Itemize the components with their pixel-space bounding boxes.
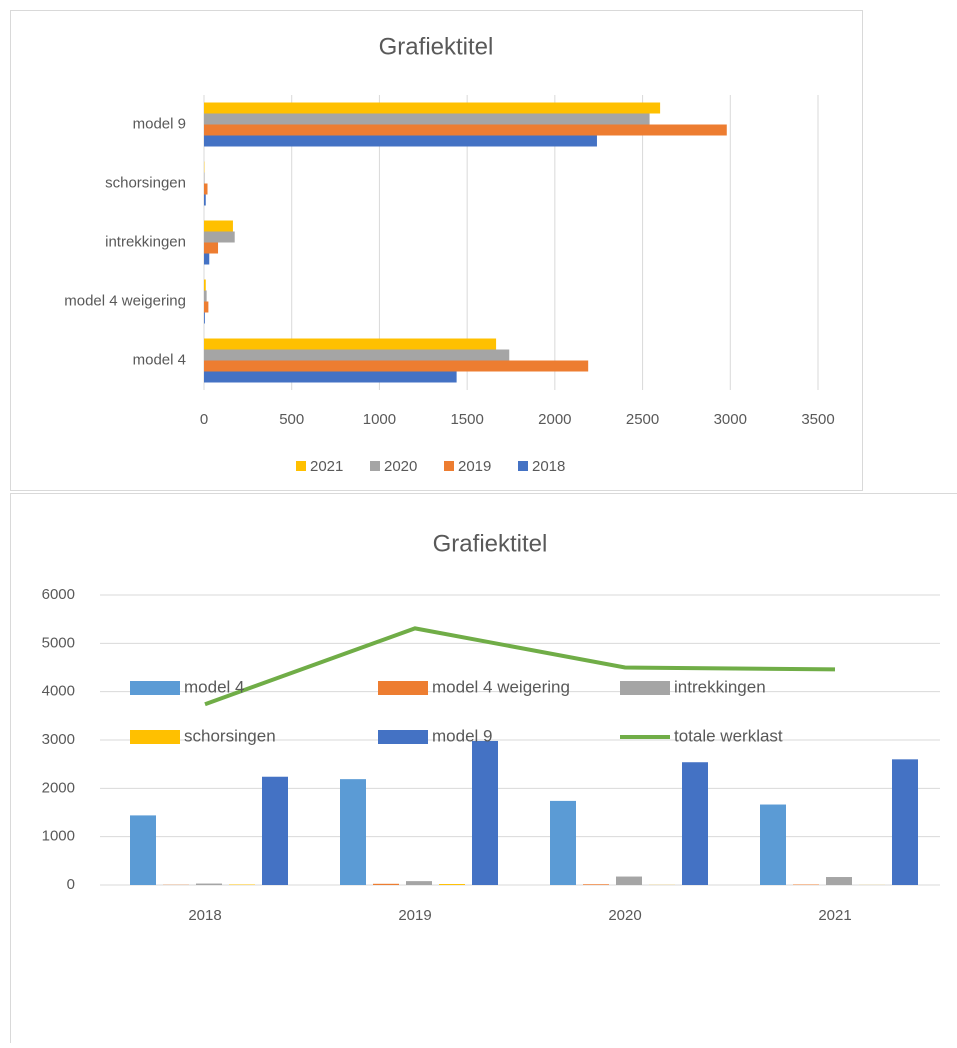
y-tick-label: model 4 <box>133 351 186 368</box>
bar <box>204 173 205 184</box>
bar <box>406 881 432 885</box>
bar <box>472 741 498 885</box>
bar <box>439 884 465 885</box>
x-tick-label: 2019 <box>398 907 431 924</box>
y-tick-label: schorsingen <box>105 174 186 191</box>
bar <box>892 759 918 885</box>
bar <box>204 221 233 232</box>
legend-swatch <box>130 681 180 695</box>
bar <box>616 877 642 885</box>
bar <box>340 779 366 885</box>
x-tick-label: 3500 <box>801 411 834 428</box>
bar <box>204 232 235 243</box>
legend-label: totale werklast <box>674 726 783 745</box>
bar <box>130 815 156 885</box>
bar <box>760 805 786 885</box>
bar <box>204 361 588 372</box>
y-tick-label: model 9 <box>133 115 186 132</box>
legend-swatch <box>378 730 428 744</box>
legend-swatch <box>518 461 528 471</box>
legend-swatch <box>378 681 428 695</box>
y-tick-label: 6000 <box>42 586 75 603</box>
y-tick-label: 5000 <box>42 634 75 651</box>
x-tick-label: 0 <box>200 411 208 428</box>
legend-label: 2020 <box>384 458 417 475</box>
bar <box>204 136 597 147</box>
y-tick-label: 3000 <box>42 731 75 748</box>
legend-swatch <box>620 681 670 695</box>
x-tick-label: 1500 <box>450 411 483 428</box>
bar <box>204 254 209 265</box>
legend-label: schorsingen <box>184 726 276 745</box>
bar <box>196 884 222 885</box>
bar <box>204 339 496 350</box>
legend-swatch <box>444 461 454 471</box>
legend-label: 2021 <box>310 458 343 475</box>
x-tick-label: 2500 <box>626 411 659 428</box>
bar <box>204 243 218 254</box>
legend-label: 2019 <box>458 458 491 475</box>
bar <box>583 884 609 885</box>
legend-label: model 4 weigering <box>432 677 570 696</box>
bar <box>373 884 399 885</box>
legend-label: model 9 <box>432 726 492 745</box>
y-tick-label: 2000 <box>42 779 75 796</box>
bar <box>204 103 660 114</box>
x-tick-label: 2018 <box>188 907 221 924</box>
bar <box>204 184 208 195</box>
legend-label: model 4 <box>184 677 244 696</box>
x-tick-label: 2020 <box>608 907 641 924</box>
legend-label: 2018 <box>532 458 565 475</box>
y-tick-label: model 4 weigering <box>64 292 186 309</box>
bar <box>204 313 205 324</box>
y-tick-label: 0 <box>67 876 75 893</box>
bar <box>204 125 727 136</box>
bar <box>204 302 208 313</box>
x-tick-label: 3000 <box>714 411 747 428</box>
x-tick-label: 2000 <box>538 411 571 428</box>
y-tick-label: 1000 <box>42 828 75 845</box>
legend-label: intrekkingen <box>674 677 766 696</box>
bar <box>204 195 206 206</box>
chart-title: Grafiektitel <box>379 33 494 60</box>
x-tick-label: 500 <box>279 411 304 428</box>
chart-title: Grafiektitel <box>433 530 548 557</box>
legend-swatch <box>130 730 180 744</box>
bar <box>204 114 650 125</box>
y-tick-label: intrekkingen <box>105 233 186 250</box>
legend-swatch <box>370 461 380 471</box>
bar <box>204 280 206 291</box>
bar <box>204 291 207 302</box>
legend-swatch <box>296 461 306 471</box>
bar <box>550 801 576 885</box>
bar <box>262 777 288 885</box>
x-tick-label: 2021 <box>818 907 851 924</box>
x-tick-label: 1000 <box>363 411 396 428</box>
bar <box>682 762 708 885</box>
bar <box>204 372 457 383</box>
bar <box>826 877 852 885</box>
bar <box>204 350 509 361</box>
y-tick-label: 4000 <box>42 683 75 700</box>
